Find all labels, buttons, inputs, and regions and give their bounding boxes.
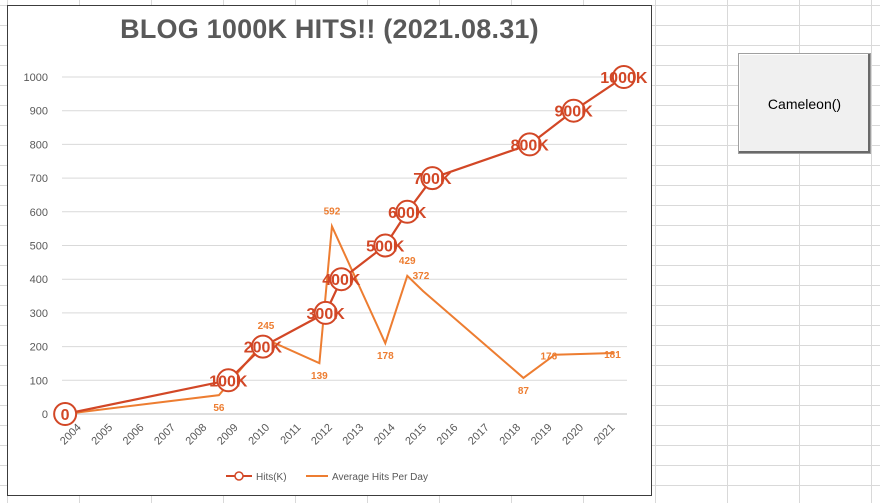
y-tick-label: 700 (30, 173, 48, 185)
hits-data-label: 0 (61, 407, 70, 424)
x-tick-label: 2018 (497, 422, 523, 448)
avg-data-label: 87 (518, 386, 530, 397)
x-tick-label: 2009 (215, 422, 241, 448)
y-tick-label: 900 (30, 106, 48, 118)
legend-hits-marker (234, 471, 244, 481)
hits-data-point (329, 267, 354, 292)
hits-data-label: 300K (307, 306, 346, 323)
x-tick-label: 2016 (435, 422, 461, 448)
x-tick-label: 2011 (278, 422, 303, 447)
avg-data-label: 56 (213, 403, 225, 414)
hits-data-point (373, 233, 398, 258)
avg-data-label: 592 (324, 206, 341, 217)
x-tick-label: 2015 (403, 422, 429, 448)
hits-data-label: 600K (388, 205, 427, 222)
x-tick-label: 2010 (246, 422, 272, 448)
x-tick-label: 2019 (529, 422, 555, 448)
hits-data-point (395, 199, 420, 224)
y-tick-label: 200 (30, 342, 48, 354)
x-tick-label: 2012 (309, 422, 335, 448)
x-tick-label: 2008 (184, 422, 210, 448)
hits-data-label: 400K (322, 272, 361, 289)
y-tick-label: 800 (30, 139, 48, 151)
y-tick-label: 600 (30, 207, 48, 219)
avg-data-label: 429 (399, 256, 416, 267)
x-tick-label: 2020 (560, 422, 586, 448)
legend-avg-label: Average Hits Per Day (332, 472, 428, 483)
hits-data-point (517, 132, 542, 157)
x-tick-label: 2006 (121, 422, 147, 448)
hits-data-label: 700K (413, 171, 452, 188)
x-tick-label: 2005 (89, 422, 115, 448)
hits-data-label: 200K (244, 340, 283, 357)
hits-data-point (53, 402, 78, 426)
avg-data-label: 139 (311, 371, 328, 382)
x-tick-label: 2021 (592, 422, 618, 448)
hits-data-point (216, 368, 241, 393)
hits-data-label: 100K (209, 373, 248, 390)
x-tick-label: 2017 (466, 422, 492, 448)
y-tick-label: 400 (30, 274, 48, 286)
hits-data-label: 1000K (600, 70, 648, 87)
avg-data-label: 176 (540, 352, 557, 363)
avg-data-label: 245 (258, 321, 275, 332)
hits-data-point (561, 98, 586, 123)
hits-data-point (250, 334, 275, 359)
x-tick-label: 2013 (341, 422, 367, 448)
chart-title: BLOG 1000K HITS!! (2021.08.31) (120, 14, 539, 44)
avg-data-label: 372 (413, 271, 430, 282)
y-tick-label: 1000 (24, 72, 48, 84)
hits-data-point (611, 65, 636, 89)
hits-data-point (313, 300, 338, 325)
y-tick-label: 500 (30, 241, 48, 253)
hits-data-point (420, 166, 445, 191)
hits-data-label: 500K (366, 239, 405, 256)
hits-data-label: 800K (511, 137, 550, 154)
y-tick-label: 100 (30, 375, 48, 387)
x-tick-label: 2007 (152, 422, 178, 448)
avg-data-label: 181 (604, 350, 621, 361)
avg-data-label: 178 (377, 351, 394, 362)
hits-data-label: 900K (555, 104, 594, 121)
y-tick-label: 0 (42, 409, 48, 421)
y-tick-label: 300 (30, 308, 48, 320)
legend-hits-label: Hits(K) (256, 472, 287, 483)
x-tick-label: 2014 (372, 422, 398, 448)
cameleon-macro-button[interactable]: Cameleon() (738, 53, 871, 154)
